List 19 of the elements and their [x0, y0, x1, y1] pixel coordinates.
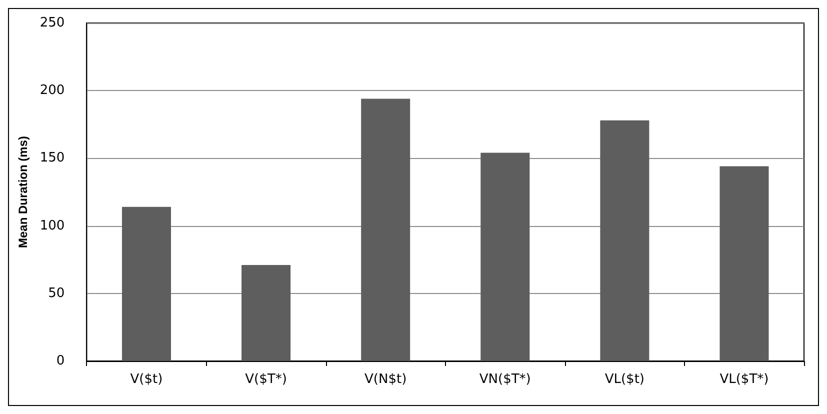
- bar: [480, 152, 530, 361]
- bar: [720, 166, 769, 361]
- y-tick-label: 150: [40, 150, 65, 166]
- y-tick-label: 100: [40, 218, 65, 234]
- bar: [242, 265, 291, 361]
- y-tick-label: 250: [40, 16, 65, 30]
- y-tick-label: 0: [56, 354, 65, 368]
- x-tick-label: V($t): [130, 372, 163, 387]
- x-tick-label: V(N$t): [364, 372, 407, 387]
- x-tick-label: VL($t): [604, 372, 645, 387]
- x-tick-label: V($T*): [245, 372, 287, 387]
- x-tick-label: VN($T*): [479, 372, 531, 387]
- x-tick-label: VL($T*): [720, 372, 769, 387]
- y-tick-label: 50: [48, 286, 65, 301]
- y-axis-title: Mean Duration (ms): [16, 136, 30, 248]
- bar: [122, 206, 171, 361]
- bar: [600, 120, 650, 361]
- y-tick-label: 200: [40, 83, 65, 98]
- bar: [361, 98, 410, 361]
